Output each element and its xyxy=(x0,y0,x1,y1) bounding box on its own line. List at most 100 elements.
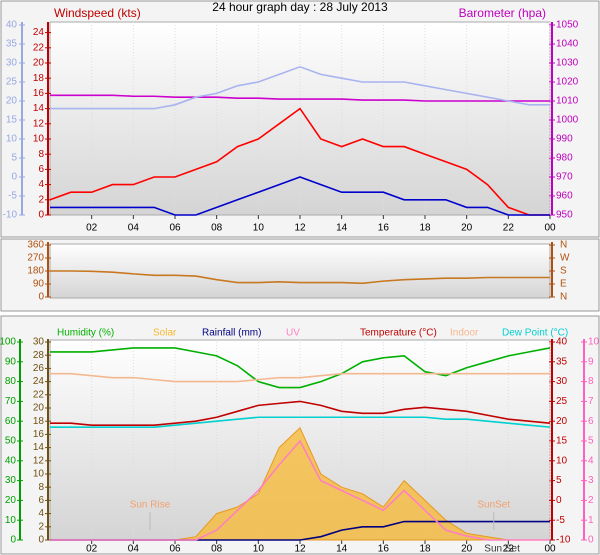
y-tick-label: 20 xyxy=(33,403,45,414)
line xyxy=(50,416,551,428)
y-tick-label: 12 xyxy=(33,118,45,129)
y-tick-label: 25 xyxy=(556,396,568,407)
y-tick-label: 14 xyxy=(33,103,45,114)
y-tick-label: 1050 xyxy=(556,20,579,31)
x-tick-label: 08 xyxy=(211,544,223,555)
chart-title: 24 hour graph day : 28 July 2013 xyxy=(212,0,388,14)
y-tick-label: W xyxy=(560,253,570,264)
line xyxy=(50,439,550,541)
y-tick-label: 270 xyxy=(27,253,44,264)
y-tick-label: 30 xyxy=(33,337,45,348)
y-tick-label: 0 xyxy=(10,535,16,546)
x-tick-label: 10 xyxy=(253,223,265,234)
y-tick-label: 18 xyxy=(33,73,45,84)
y-tick-label: 26 xyxy=(33,363,45,374)
line xyxy=(50,400,551,426)
y-tick-label: 70 xyxy=(5,396,17,407)
line xyxy=(50,372,550,383)
y-tick-label: 15 xyxy=(6,115,18,126)
y-tick-label: 990 xyxy=(556,134,573,145)
y-tick-label: 980 xyxy=(556,153,573,164)
plot-area xyxy=(49,243,551,299)
y-tick-label: 0 xyxy=(38,210,44,221)
y-tick-label: 1040 xyxy=(556,39,579,50)
x-tick-label: 22 xyxy=(503,223,515,234)
axis-label: Barometer (hpa) xyxy=(459,6,546,20)
line xyxy=(50,176,550,216)
x-tick-label: 14 xyxy=(336,223,348,234)
y-tick-label: 1010 xyxy=(556,96,579,107)
y-tick-label: 970 xyxy=(556,172,573,183)
x-tick-label: 00 xyxy=(544,223,556,234)
x-tick-label: 16 xyxy=(378,223,390,234)
x-tick-label: 22 xyxy=(503,544,515,555)
y-tick-label: 6 xyxy=(38,164,44,175)
x-tick-label: 00 xyxy=(544,544,556,555)
y-tick-label: 6 xyxy=(38,495,44,506)
y-tick-label: 10 xyxy=(5,515,17,526)
y-tick-label: 50 xyxy=(5,436,17,447)
y-tick-label: 12 xyxy=(33,455,45,466)
y-tick-label: 1030 xyxy=(556,58,579,69)
y-tick-label: 5 xyxy=(11,153,17,164)
y-tick-label: 14 xyxy=(33,442,45,453)
y-tick-label: 90 xyxy=(33,279,45,290)
y-tick-label: 40 xyxy=(6,20,18,31)
y-tick-label: 16 xyxy=(33,429,45,440)
y-tick-label: 3 xyxy=(588,475,594,486)
legend-entry: Indoor xyxy=(450,328,479,339)
y-tick-label: 90 xyxy=(5,356,17,367)
annotation: Sun Rise xyxy=(130,500,171,511)
y-tick-label: 28 xyxy=(33,350,45,361)
y-tick-label: 2 xyxy=(38,521,44,532)
annotation: SunSet xyxy=(477,500,510,511)
y-tick-label: 8 xyxy=(588,376,594,387)
line xyxy=(50,65,550,110)
y-tick-label: 10 xyxy=(33,469,45,480)
y-tick-label: 1000 xyxy=(556,115,579,126)
x-tick-label: 18 xyxy=(419,544,431,555)
x-tick-label: 10 xyxy=(253,544,265,555)
y-tick-label: 24 xyxy=(33,376,45,387)
y-tick-label: 10 xyxy=(33,134,45,145)
legend-entry: Rainfall (mm) xyxy=(202,328,261,339)
x-tick-label: 12 xyxy=(294,544,306,555)
y-tick-label: 80 xyxy=(5,376,17,387)
y-tick-label: 4 xyxy=(588,455,594,466)
y-tick-label: 35 xyxy=(556,356,568,367)
legend-entry: Solar xyxy=(153,328,177,339)
x-tick-label: 18 xyxy=(419,223,431,234)
y-tick-label: 0 xyxy=(556,495,562,506)
y-tick-label: 0 xyxy=(11,172,17,183)
y-tick-label: -5 xyxy=(556,515,565,526)
y-tick-label: 8 xyxy=(38,482,44,493)
y-tick-label: E xyxy=(560,279,567,290)
y-tick-label: 22 xyxy=(33,42,45,53)
line xyxy=(50,347,551,389)
y-tick-label: 5 xyxy=(556,475,562,486)
y-tick-label: 30 xyxy=(556,376,568,387)
y-tick-label: N xyxy=(560,240,567,251)
y-tick-label: 7 xyxy=(588,396,594,407)
y-tick-label: 9 xyxy=(588,356,594,367)
y-tick-label: 16 xyxy=(33,88,45,99)
line xyxy=(50,94,550,102)
y-tick-label: 60 xyxy=(5,416,17,427)
y-tick-label: 10 xyxy=(556,455,568,466)
y-tick-label: 2 xyxy=(38,194,44,205)
y-tick-label: 22 xyxy=(33,389,45,400)
y-tick-label: 0 xyxy=(38,535,44,546)
y-tick-label: -5 xyxy=(8,191,17,202)
x-tick-label: 06 xyxy=(169,223,181,234)
y-tick-label: 24 xyxy=(33,27,45,38)
y-tick-label: 0 xyxy=(38,292,44,303)
y-tick-label: 25 xyxy=(6,77,18,88)
x-tick-label: 02 xyxy=(86,544,98,555)
legend-entry: UV xyxy=(286,328,300,339)
x-tick-label: 14 xyxy=(336,544,348,555)
y-tick-label: 30 xyxy=(5,475,17,486)
y-tick-label: 30 xyxy=(6,58,18,69)
x-tick-label: 02 xyxy=(86,223,98,234)
y-tick-label: 180 xyxy=(27,266,44,277)
